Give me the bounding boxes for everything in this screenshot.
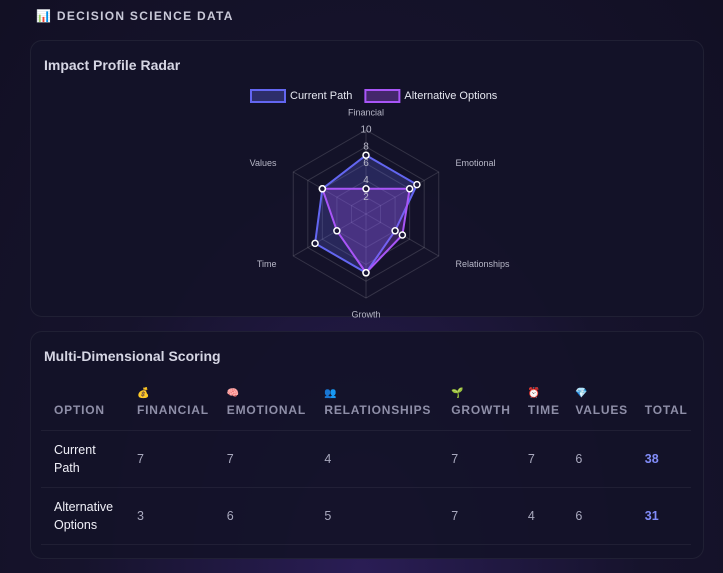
header-icon: 📊 [36,9,53,23]
axis-line [293,171,367,215]
column-icon: 💰 [137,387,151,399]
column-label: TIME [527,402,560,417]
total-cell: 38 [631,430,691,488]
column-label: RELATIONSHIPS [324,402,432,417]
legend-swatch [250,89,286,103]
radar-point [362,269,370,277]
score-cell: 6 [562,487,632,545]
column-icon: 🌱 [451,387,465,399]
column-label: VALUES [575,402,628,417]
table-card: Multi-Dimensional Scoring OPTION 💰 FINANCI… [30,331,704,559]
column-label: TOTAL [644,402,688,417]
score-cell: 4 [311,430,439,488]
score-cell: 4 [514,487,563,545]
score-cell: 7 [514,430,563,488]
legend-label: Alternative Options [404,90,497,102]
column-header: OPTION [41,374,124,431]
column-icon: 👥 [324,387,338,399]
r-tick-label: 10 [360,125,372,136]
column-icon [645,388,691,403]
column-icon [54,388,124,403]
legend-swatch [364,89,401,103]
column-icon: 🧠 [226,387,241,399]
axis-label: Time [257,259,277,269]
radar-point [405,185,414,193]
score-cell: 7 [438,430,515,488]
axis-label: Relationships [455,259,510,269]
radar-point [413,180,421,189]
header-title: DECISION SCIENCE DATA [56,9,234,23]
axis-label: Financial [348,107,384,117]
grid-line [307,146,425,282]
column-label: FINANCIAL [137,402,209,417]
score-cell: 6 [562,430,632,488]
radar-point [318,185,327,193]
score-cell: 3 [124,487,214,545]
table-row: Current Path 7 7 4 7 7 6 38 [41,430,691,488]
column-header: TOTAL [631,374,691,431]
r-tick-label: 4 [363,175,369,186]
score-cell: 5 [311,487,439,545]
score-cell: 7 [213,430,312,488]
table-row: Alternative Options 3 6 5 7 4 6 31 [41,487,691,545]
radar-chart: Current Path Alternative Options Financial… [250,89,510,319]
total-cell: 31 [631,487,691,545]
axis-label: Growth [351,309,380,319]
axis-line [365,171,439,215]
column-header: 🌱 GROWTH [438,374,515,431]
grid-line [336,179,396,249]
grid-line [292,129,440,299]
r-tick-label: 6 [363,158,369,169]
radar-point [391,227,399,235]
column-header: 👥 RELATIONSHIPS [311,374,439,431]
header: 📊 DECISION SCIENCE DATA [36,9,234,23]
option-name: Current Path [41,430,124,488]
axis-label: Values [250,158,277,168]
axis-line [293,213,367,257]
column-header: 🧠 EMOTIONAL [213,374,312,431]
axis-label: Emotional [455,158,495,168]
option-name: Alternative Options [41,487,124,545]
score-cell: 7 [124,430,214,488]
score-table: OPTION 💰 FINANCIAL 🧠 EMOTIONAL 👥 RELATIONSHIPS… [41,374,691,545]
column-header: 💰 FINANCIAL [124,374,214,431]
radar-point [398,231,407,239]
score-cell: 7 [438,487,515,545]
radar-point [333,227,341,235]
radar-point [362,185,370,193]
radar-point [311,239,319,248]
column-header: ⏰ TIME [514,374,563,431]
column-label: EMOTIONAL [226,402,306,417]
column-icon: 💎 [575,387,589,399]
column-label: GROWTH [451,402,511,417]
legend-label: Current Path [290,90,352,102]
r-tick-label: 8 [363,141,369,152]
column-label: OPTION [54,402,105,417]
radar-point [362,151,370,159]
column-header: 💎 VALUES [562,374,632,431]
column-icon: ⏰ [527,387,542,399]
r-tick-label: 2 [363,192,369,203]
grid-line [350,196,382,232]
card-title: Impact Profile Radar [44,57,181,73]
card-title: Multi-Dimensional Scoring [44,348,221,364]
score-cell: 6 [213,487,312,545]
